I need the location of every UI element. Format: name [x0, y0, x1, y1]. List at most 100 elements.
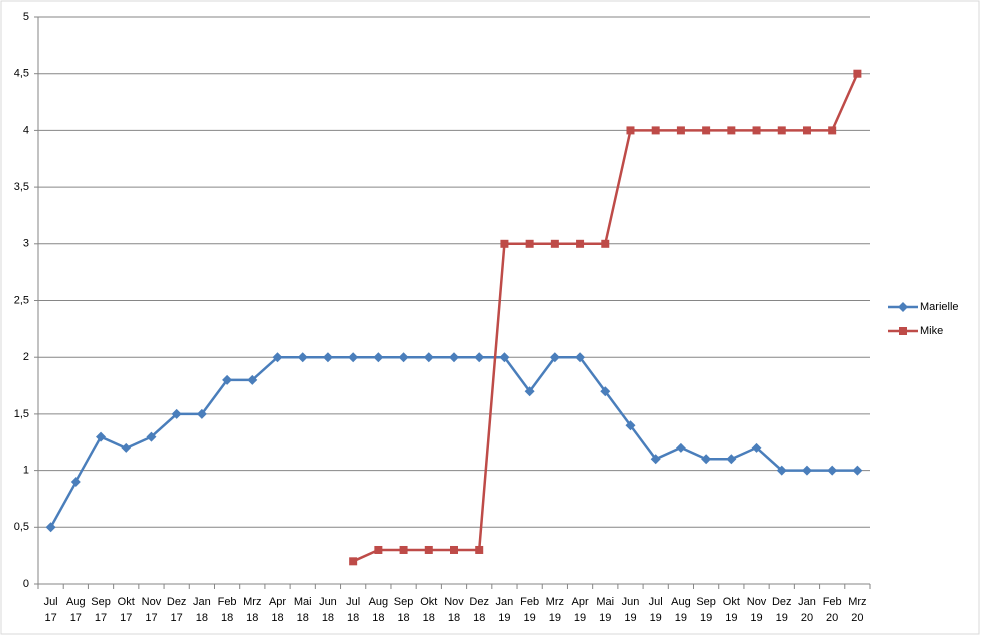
- x-tick-label: Dez 19: [772, 596, 792, 624]
- point-marker: [601, 239, 610, 248]
- point-marker: [349, 557, 358, 566]
- point-marker: [424, 545, 433, 554]
- x-tick-label: Mrz 20: [848, 596, 866, 624]
- x-tick-label: Jul 17: [44, 596, 58, 624]
- x-tick-label: Feb 18: [218, 596, 237, 624]
- point-marker: [727, 126, 736, 135]
- point-marker: [675, 442, 686, 453]
- point-marker: [222, 374, 233, 385]
- point-marker: [449, 352, 459, 363]
- point-marker: [626, 126, 635, 135]
- x-tick-label: Jun 18: [319, 596, 337, 624]
- x-tick-label: Nov 17: [142, 596, 162, 624]
- x-tick-label: Dez 17: [167, 596, 187, 624]
- point-marker: [650, 454, 661, 465]
- y-tick-label: 1,5: [14, 408, 29, 420]
- point-marker: [549, 352, 560, 363]
- x-tick-label: Mrz 18: [243, 596, 261, 624]
- x-tick-label: Feb 20: [823, 596, 842, 624]
- point-marker: [475, 545, 484, 554]
- y-tick-label: 4: [23, 124, 29, 136]
- point-marker: [247, 374, 258, 385]
- y-tick-label: 4,5: [14, 68, 29, 80]
- point-marker: [373, 352, 384, 363]
- y-tick-label: 3: [23, 238, 29, 250]
- x-tick-label: Jul 19: [649, 596, 663, 624]
- point-marker: [777, 126, 786, 135]
- point-marker: [500, 239, 509, 248]
- x-tick-label: Mai 18: [294, 596, 312, 624]
- point-marker: [625, 420, 636, 431]
- point-marker: [726, 454, 737, 465]
- legend-label: Mike: [920, 325, 943, 337]
- point-marker: [297, 352, 308, 363]
- point-marker: [121, 442, 132, 453]
- x-tick-label: Feb 19: [520, 596, 539, 624]
- point-marker: [827, 465, 838, 476]
- x-tick-label: Aug 19: [671, 596, 691, 624]
- legend-label: Marielle: [920, 301, 959, 313]
- point-marker: [751, 442, 762, 453]
- x-tick-label: Okt 17: [118, 596, 135, 624]
- point-marker: [196, 408, 207, 419]
- point-marker: [96, 431, 107, 442]
- x-tick-label: Apr 19: [571, 596, 588, 624]
- point-marker: [898, 302, 908, 312]
- point-marker: [600, 386, 611, 397]
- point-marker: [899, 327, 907, 335]
- y-tick-label: 5: [23, 11, 29, 23]
- x-tick-label: Aug 17: [66, 596, 86, 624]
- point-marker: [676, 126, 685, 135]
- x-tick-label: Aug 18: [369, 596, 389, 624]
- point-marker: [776, 465, 787, 476]
- point-marker: [701, 454, 712, 465]
- point-marker: [550, 239, 559, 248]
- y-tick-label: 2: [23, 351, 29, 363]
- x-tick-label: Jan 18: [193, 596, 211, 624]
- point-marker: [171, 408, 182, 419]
- x-tick-label: Mai 19: [596, 596, 614, 624]
- y-tick-label: 0,5: [14, 521, 29, 533]
- y-tick-label: 2,5: [14, 294, 29, 306]
- x-tick-label: Okt 18: [420, 596, 437, 624]
- point-marker: [45, 522, 56, 533]
- point-marker: [146, 431, 157, 442]
- point-marker: [802, 126, 811, 135]
- point-marker: [828, 126, 837, 135]
- x-tick-label: Sep 18: [394, 596, 414, 624]
- x-tick-label: Nov 19: [747, 596, 767, 624]
- y-tick-label: 0: [23, 578, 29, 590]
- x-tick-label: Jan 19: [496, 596, 514, 624]
- point-marker: [651, 126, 660, 135]
- x-tick-label: Dez 18: [469, 596, 489, 624]
- point-marker: [853, 69, 862, 78]
- x-tick-label: Jan 20: [798, 596, 816, 624]
- point-marker: [322, 352, 333, 363]
- point-marker: [398, 352, 409, 363]
- point-marker: [374, 545, 383, 554]
- x-tick-label: Apr 18: [269, 596, 286, 624]
- point-marker: [801, 465, 812, 476]
- y-tick-label: 1: [23, 465, 29, 477]
- point-marker: [399, 545, 408, 554]
- point-marker: [272, 352, 283, 363]
- point-marker: [702, 126, 711, 135]
- x-tick-label: Sep 17: [91, 596, 111, 624]
- point-marker: [450, 545, 458, 554]
- point-marker: [752, 126, 761, 135]
- point-marker: [70, 476, 81, 487]
- point-marker: [525, 239, 534, 248]
- x-tick-label: Mrz 19: [546, 596, 564, 624]
- point-marker: [524, 386, 535, 397]
- x-tick-label: Okt 19: [723, 596, 740, 624]
- point-marker: [576, 239, 585, 248]
- x-tick-label: Nov 18: [444, 596, 464, 624]
- point-marker: [499, 352, 510, 363]
- x-tick-label: Sep 19: [696, 596, 716, 624]
- point-marker: [348, 352, 359, 363]
- point-marker: [575, 352, 586, 363]
- x-tick-label: Jun 19: [622, 596, 640, 624]
- point-marker: [852, 465, 863, 476]
